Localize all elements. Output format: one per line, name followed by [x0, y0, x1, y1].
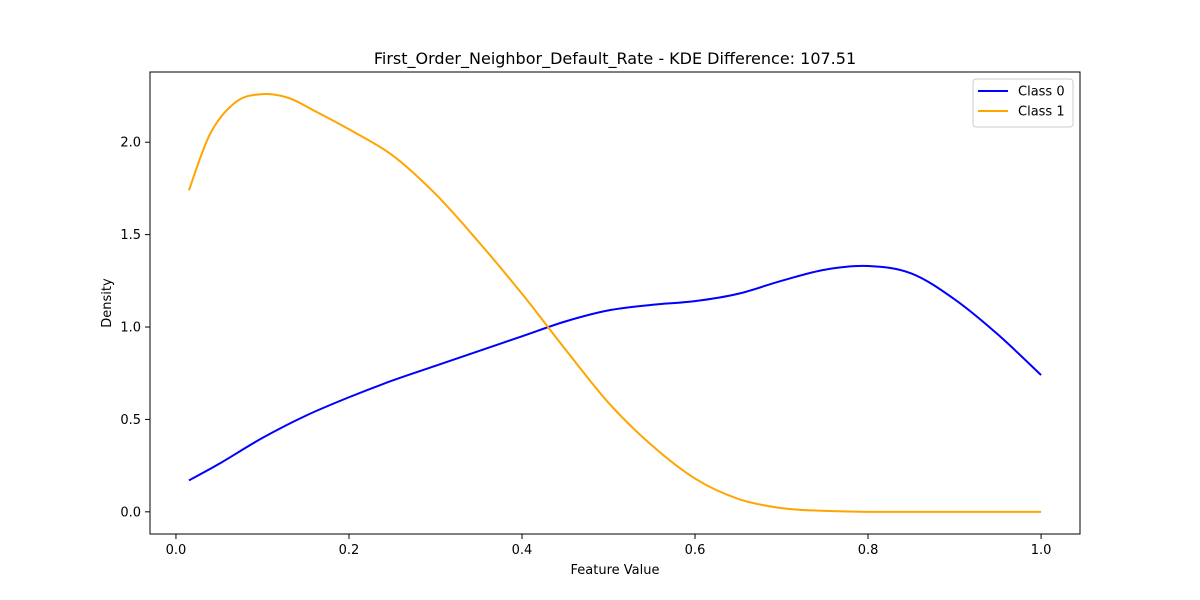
x-tick-label: 0.2	[339, 543, 360, 558]
x-tick-label: 1.0	[1031, 543, 1052, 558]
legend: Class 0 Class 1	[972, 78, 1074, 128]
legend-label: Class 1	[1018, 105, 1065, 120]
y-axis-label: Density	[100, 278, 115, 328]
plot-area	[187, 93, 1042, 513]
plot-frame	[149, 71, 1081, 535]
x-tick-label: 0.6	[685, 543, 706, 558]
x-axis: 0.0 0.2 0.4 0.6 0.8 1.0	[166, 534, 1052, 558]
x-tick-label: 0.4	[512, 543, 533, 558]
y-tick-label: 0.5	[120, 413, 141, 428]
y-axis: 0.0 0.5 1.0 1.5 2.0	[120, 136, 150, 520]
y-tick-label: 1.5	[120, 228, 141, 243]
x-tick-label: 0.0	[166, 543, 187, 558]
x-axis-label: Feature Value	[571, 563, 660, 578]
y-tick-label: 1.0	[120, 321, 141, 336]
chart-title: First_Order_Neighbor_Default_Rate - KDE …	[374, 49, 856, 69]
series-line-class-0	[188, 264, 1042, 482]
y-tick-label: 2.0	[120, 136, 141, 151]
series-line-class-1	[187, 93, 1042, 513]
y-tick-label: 0.0	[120, 505, 141, 520]
legend-label: Class 0	[1018, 85, 1065, 100]
x-tick-label: 0.8	[858, 543, 879, 558]
